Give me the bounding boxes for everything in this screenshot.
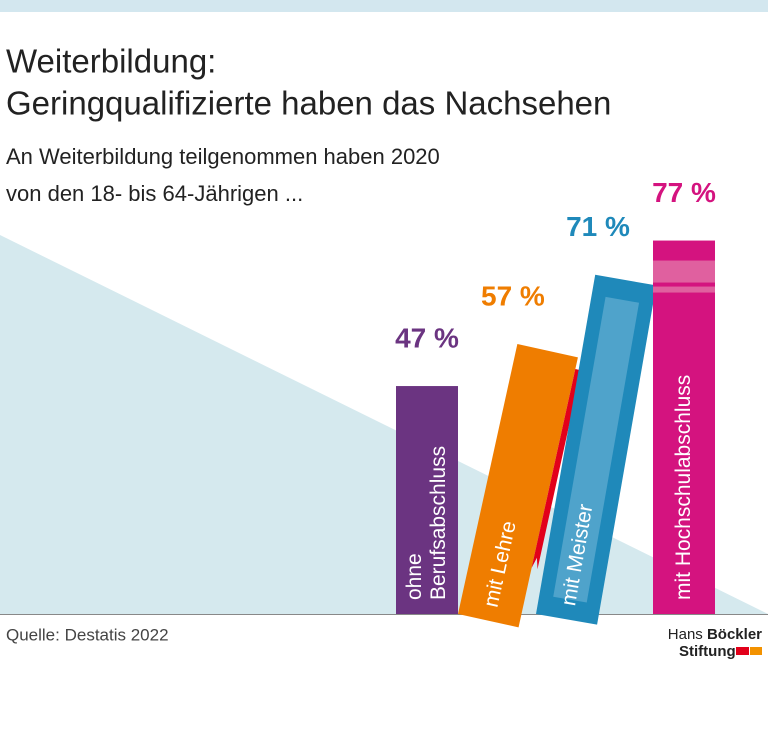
category-label: mit Hochschulabschluss: [672, 374, 695, 600]
top-band: [0, 0, 768, 12]
logo-line: Stiftung: [679, 643, 736, 660]
logo-block: [750, 647, 762, 655]
category-label: ohne Berufsabschluss: [403, 445, 450, 600]
book: ohne Berufsabschluss: [396, 386, 458, 614]
book: mit Meister: [536, 274, 657, 625]
book-inlay: [553, 296, 640, 603]
bar: [653, 240, 715, 614]
logo-block: [736, 647, 749, 655]
book: mit Lehre: [458, 343, 582, 628]
chart-title: Weiterbildung:: [6, 43, 216, 80]
bar: [396, 386, 458, 614]
label-frame: mit Hochschulabschluss: [672, 374, 695, 600]
bar: [458, 343, 578, 628]
bookmark: [531, 369, 582, 570]
label-box: mit Hochschulabschluss: [672, 374, 695, 600]
chart-subtitle: An Weiterbildung teilgenommen haben 2020: [6, 144, 440, 169]
chart-subtitle: von den 18- bis 64-Jährigen ...: [6, 181, 303, 206]
book-band: [653, 260, 715, 283]
book: mit Hochschulabschluss: [653, 240, 715, 614]
logo-word: Hans: [668, 626, 703, 643]
logo-word: Böckler: [707, 626, 762, 643]
source: Quelle: Destatis 2022: [6, 625, 169, 644]
logo-line: Hans Böckler: [668, 626, 762, 643]
label-frame: ohne Berufsabschluss: [403, 445, 450, 600]
book-band: [653, 286, 715, 293]
value-label: 77 %: [652, 177, 716, 208]
value-label: 47 %: [395, 322, 459, 353]
label-box: ohne Berufsabschluss: [403, 445, 450, 600]
value-label: 57 %: [481, 280, 545, 311]
chart-title: Geringqualifizierte haben das Nachsehen: [6, 85, 611, 122]
value-label: 71 %: [566, 211, 630, 242]
